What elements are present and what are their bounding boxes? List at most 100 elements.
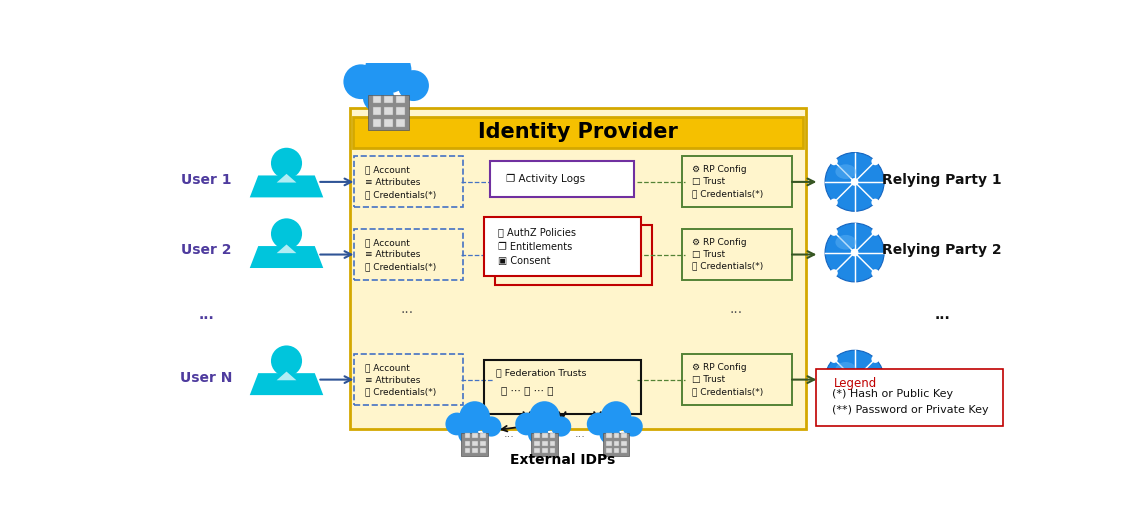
Text: ⬮ Credentials(*): ⬮ Credentials(*) <box>365 263 437 271</box>
Text: ⧄ ⋯ ⧄ ⋯ ⧄: ⧄ ⋯ ⧄ ⋯ ⧄ <box>502 385 554 395</box>
Ellipse shape <box>830 269 838 277</box>
FancyBboxPatch shape <box>396 96 405 103</box>
FancyBboxPatch shape <box>613 433 619 438</box>
Ellipse shape <box>871 269 879 277</box>
Ellipse shape <box>836 235 856 249</box>
Ellipse shape <box>836 362 856 377</box>
Ellipse shape <box>271 148 302 179</box>
FancyBboxPatch shape <box>605 448 611 453</box>
Ellipse shape <box>830 396 838 404</box>
Ellipse shape <box>830 199 838 206</box>
Text: (*) Hash or Public Key: (*) Hash or Public Key <box>832 389 953 399</box>
Ellipse shape <box>528 424 548 444</box>
Ellipse shape <box>271 219 302 249</box>
FancyBboxPatch shape <box>384 119 393 126</box>
Text: ...: ... <box>934 308 950 322</box>
FancyBboxPatch shape <box>368 95 408 130</box>
FancyBboxPatch shape <box>384 107 393 115</box>
Text: ⚙ RP Config: ⚙ RP Config <box>692 165 747 174</box>
FancyBboxPatch shape <box>542 448 547 453</box>
FancyBboxPatch shape <box>531 433 557 456</box>
Ellipse shape <box>365 47 412 93</box>
FancyBboxPatch shape <box>549 441 555 446</box>
Text: Relying Party 2: Relying Party 2 <box>882 244 1002 257</box>
Text: User 2: User 2 <box>181 244 231 257</box>
Ellipse shape <box>622 417 643 436</box>
FancyBboxPatch shape <box>535 433 540 438</box>
FancyBboxPatch shape <box>549 448 555 453</box>
Text: ⬮ Account: ⬮ Account <box>365 238 410 247</box>
Text: ⬮ Account: ⬮ Account <box>365 166 410 175</box>
FancyBboxPatch shape <box>480 441 486 446</box>
FancyBboxPatch shape <box>464 448 470 453</box>
FancyBboxPatch shape <box>621 441 627 446</box>
Ellipse shape <box>363 82 394 113</box>
Text: Relying Party N: Relying Party N <box>881 370 1003 385</box>
Ellipse shape <box>446 412 469 435</box>
Ellipse shape <box>836 165 856 179</box>
Text: ...: ... <box>198 308 214 322</box>
FancyBboxPatch shape <box>464 433 470 438</box>
Ellipse shape <box>825 350 885 409</box>
Text: Relying Party 1: Relying Party 1 <box>882 173 1002 187</box>
FancyBboxPatch shape <box>613 448 619 453</box>
Ellipse shape <box>830 355 838 363</box>
FancyBboxPatch shape <box>621 433 627 438</box>
FancyBboxPatch shape <box>535 448 540 453</box>
Text: ...: ... <box>401 302 414 316</box>
FancyBboxPatch shape <box>462 433 488 456</box>
Text: User 1: User 1 <box>181 173 231 187</box>
Polygon shape <box>277 244 296 253</box>
FancyBboxPatch shape <box>621 448 627 453</box>
Text: ≡ Attributes: ≡ Attributes <box>365 250 421 259</box>
FancyBboxPatch shape <box>472 448 478 453</box>
FancyBboxPatch shape <box>542 441 547 446</box>
Polygon shape <box>250 176 324 198</box>
Ellipse shape <box>601 401 632 432</box>
Text: ≡ Attributes: ≡ Attributes <box>365 178 421 187</box>
Text: ⬮ Account: ⬮ Account <box>365 364 410 373</box>
Text: ❐ Activity Logs: ❐ Activity Logs <box>506 174 585 184</box>
FancyBboxPatch shape <box>384 96 393 103</box>
FancyBboxPatch shape <box>483 216 641 276</box>
FancyBboxPatch shape <box>490 161 634 197</box>
FancyBboxPatch shape <box>472 433 478 438</box>
Text: ⚙ RP Config: ⚙ RP Config <box>692 237 747 247</box>
Ellipse shape <box>343 64 378 99</box>
Ellipse shape <box>515 412 538 435</box>
FancyBboxPatch shape <box>549 433 555 438</box>
FancyBboxPatch shape <box>352 117 804 148</box>
Text: □ Trust: □ Trust <box>692 250 725 259</box>
FancyBboxPatch shape <box>396 107 405 115</box>
FancyBboxPatch shape <box>373 119 381 126</box>
Ellipse shape <box>481 417 502 436</box>
Text: □ Trust: □ Trust <box>692 177 725 186</box>
Ellipse shape <box>830 158 838 165</box>
Ellipse shape <box>871 396 879 404</box>
Ellipse shape <box>271 345 302 376</box>
Polygon shape <box>277 174 296 182</box>
Text: ⛔ AuthZ Policies: ⛔ AuthZ Policies <box>498 227 576 237</box>
Ellipse shape <box>459 401 490 432</box>
FancyBboxPatch shape <box>605 433 611 438</box>
Polygon shape <box>277 372 296 380</box>
Text: User N: User N <box>180 370 233 385</box>
FancyBboxPatch shape <box>480 448 486 453</box>
FancyBboxPatch shape <box>603 433 629 456</box>
Ellipse shape <box>551 417 571 436</box>
FancyBboxPatch shape <box>480 433 486 438</box>
FancyBboxPatch shape <box>396 119 405 126</box>
Ellipse shape <box>871 228 879 236</box>
Text: Identity Provider: Identity Provider <box>478 122 678 143</box>
FancyBboxPatch shape <box>472 441 478 446</box>
Ellipse shape <box>871 199 879 206</box>
Ellipse shape <box>871 355 879 363</box>
Polygon shape <box>250 373 324 395</box>
FancyBboxPatch shape <box>605 441 611 446</box>
FancyBboxPatch shape <box>350 108 806 429</box>
Text: ⬮ Credentials(*): ⬮ Credentials(*) <box>692 262 764 271</box>
Ellipse shape <box>458 424 479 444</box>
FancyBboxPatch shape <box>816 369 1003 427</box>
Ellipse shape <box>825 152 885 211</box>
Ellipse shape <box>398 70 429 101</box>
